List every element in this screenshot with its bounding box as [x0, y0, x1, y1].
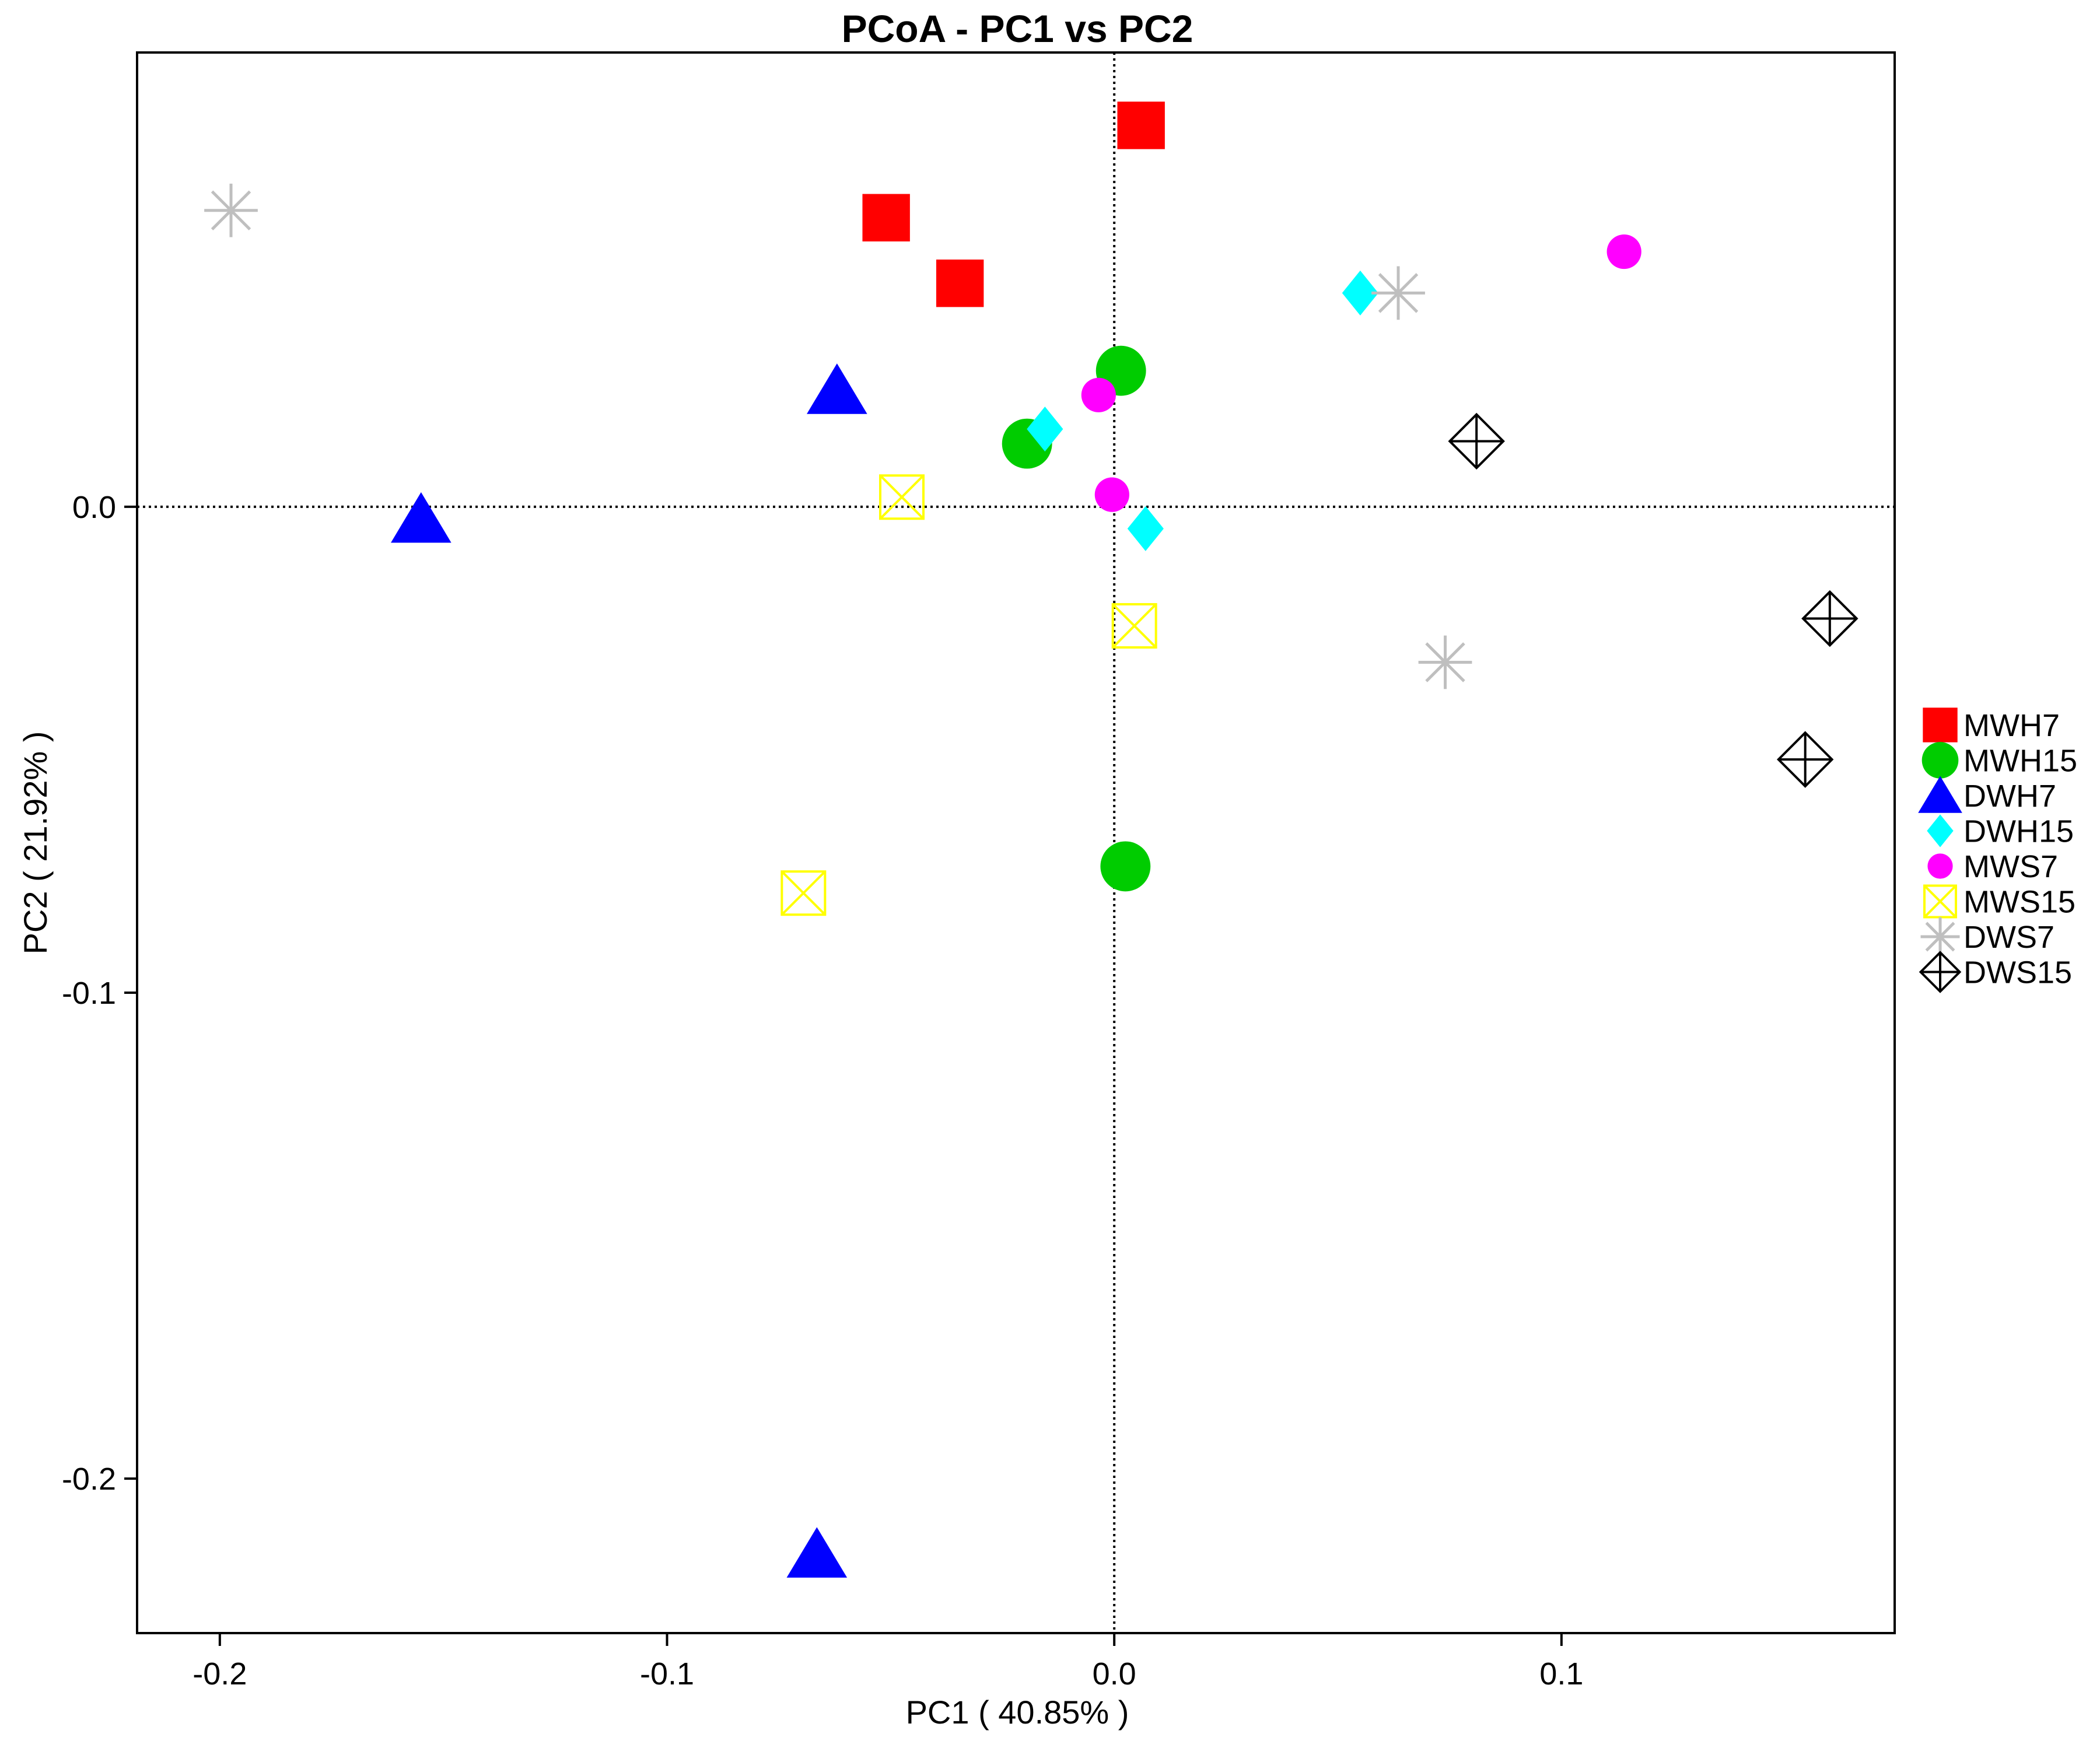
legend-marker-dws7 — [1920, 917, 1960, 957]
point-mwh7 — [1117, 101, 1165, 149]
point-mws15 — [1111, 603, 1157, 649]
x-tick-label: -0.1 — [640, 1656, 694, 1691]
point-dwh15 — [1342, 270, 1378, 316]
y-tick-label: -0.2 — [62, 1462, 116, 1497]
y-tick-label: 0.0 — [72, 490, 116, 525]
y-tick-label: -0.1 — [62, 976, 116, 1011]
point-dwh7 — [807, 363, 867, 414]
legend-label-dwh15: DWH15 — [1964, 814, 2074, 849]
legend-marker-dws15 — [1919, 951, 1962, 993]
point-dws7 — [204, 183, 258, 237]
point-mws15 — [879, 474, 925, 520]
point-dwh7 — [391, 492, 452, 543]
legend-marker-mwh7 — [1923, 707, 1958, 742]
reference-lines — [137, 52, 1895, 1633]
legend-marker-dwh15 — [1927, 814, 1954, 847]
point-dws15 — [1801, 590, 1859, 647]
x-axis-label: PC1 ( 40.85% ) — [906, 1694, 1129, 1731]
point-mws15 — [780, 870, 827, 916]
point-mws7 — [1606, 234, 1642, 269]
point-dws7 — [1418, 635, 1472, 689]
legend-label-dws7: DWS7 — [1964, 920, 2054, 955]
legend-label-mws15: MWS15 — [1964, 885, 2076, 920]
point-mwh15 — [1100, 841, 1151, 892]
chart-title: PCoA - PC1 vs PC2 — [842, 7, 1194, 50]
legend-marker-mws7 — [1927, 853, 1953, 879]
legend-label-mws7: MWS7 — [1964, 849, 2058, 884]
legend-marker-mws15 — [1923, 884, 1957, 919]
x-axis: -0.2 -0.1 0.0 0.1 — [192, 1633, 1583, 1691]
legend-label-dws15: DWS15 — [1964, 955, 2072, 990]
point-dwh15 — [1027, 407, 1063, 452]
legend-marker-mwh15 — [1922, 742, 1959, 779]
point-dwh15 — [1127, 506, 1164, 551]
x-tick-label: -0.2 — [192, 1656, 247, 1691]
legend-marker-dwh7 — [1918, 776, 1962, 813]
point-dws15 — [1448, 412, 1505, 470]
legend-label-mwh7: MWH7 — [1964, 708, 2060, 743]
plot-frame — [136, 51, 1896, 1634]
x-tick-label: 0.0 — [1093, 1656, 1136, 1691]
point-dws15 — [1776, 731, 1834, 788]
point-dws7 — [1371, 266, 1425, 320]
point-dwh7 — [786, 1527, 848, 1578]
x-tick-label: 0.1 — [1539, 1656, 1583, 1691]
point-mws7 — [1081, 377, 1116, 412]
point-mwh7 — [862, 194, 910, 241]
point-mws7 — [1094, 477, 1129, 512]
data-points — [204, 101, 1859, 1578]
point-mwh7 — [936, 260, 984, 307]
legend-label-dwh7: DWH7 — [1964, 779, 2056, 814]
legend-label-mwh15: MWH15 — [1964, 744, 2077, 779]
y-axis: -0.2 -0.1 0.0 — [62, 490, 137, 1497]
y-axis-label: PC2 ( 21.92% ) — [17, 731, 54, 955]
